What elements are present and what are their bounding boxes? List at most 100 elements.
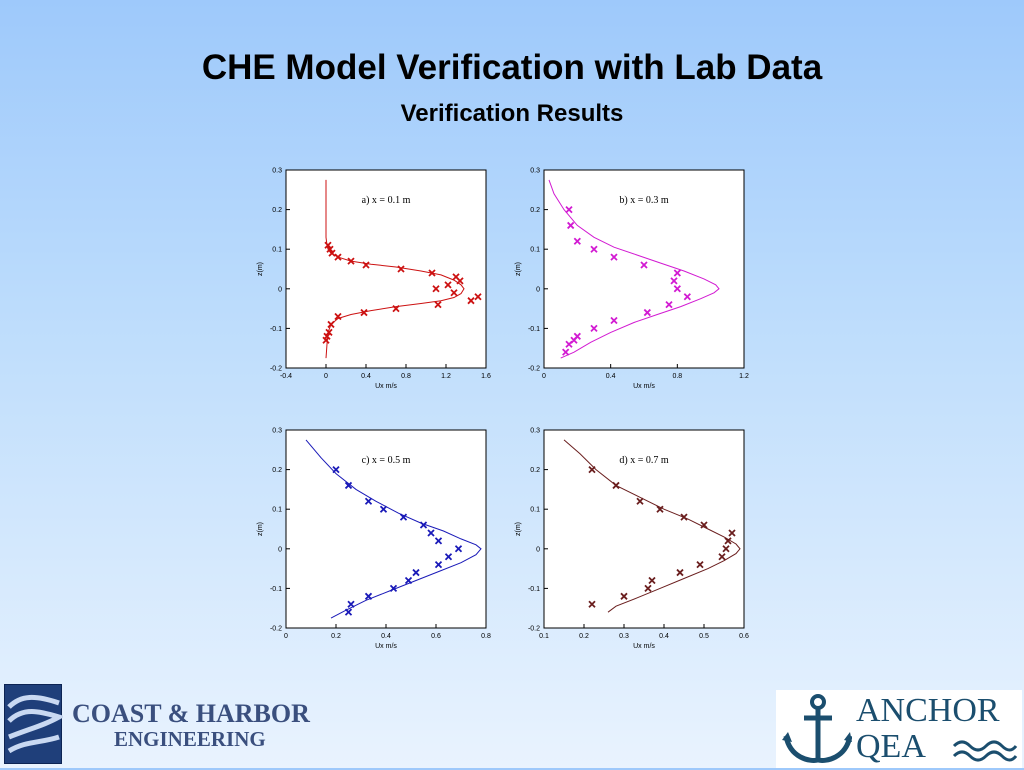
- data-point: [474, 293, 482, 301]
- data-point: [565, 205, 573, 214]
- data-point: [648, 576, 656, 585]
- data-point-stroke: [565, 340, 573, 348]
- data-point: [590, 245, 598, 253]
- data-point: [643, 308, 651, 317]
- data-point: [454, 545, 463, 553]
- data-point: [728, 529, 736, 537]
- data-point-stroke: [562, 348, 570, 356]
- x-tick-label: 0.2: [331, 633, 341, 640]
- data-point: [673, 269, 681, 277]
- data-point: [656, 505, 664, 513]
- data-point: [673, 285, 681, 293]
- data-point: [434, 301, 442, 309]
- x-tick-label: 0.6: [431, 633, 441, 640]
- chart-b: 0 0.4 0.8 1.2 -0.2 -0.1 0 0.1 0.2 0.3 Ux m/s z(m) b)…: [515, 168, 749, 391]
- data-point-stroke: [392, 304, 400, 313]
- y-tick-label: 0.2: [272, 207, 282, 214]
- data-point: [428, 269, 436, 277]
- x-tick-label: -0.4: [280, 373, 292, 380]
- data-point: [696, 561, 704, 569]
- data-point: [700, 521, 708, 529]
- data-point: [640, 261, 648, 269]
- logo-right-line2: QEA: [856, 728, 926, 765]
- data-point-stroke: [700, 521, 708, 529]
- panel-annotation: a) x = 0.1 m: [362, 195, 411, 206]
- data-point: [334, 312, 342, 321]
- data-point-stroke: [347, 257, 355, 265]
- data-point-stroke: [656, 505, 664, 513]
- data-point-stroke: [360, 308, 368, 317]
- data-point-stroke: [728, 529, 736, 537]
- data-point-stroke: [428, 269, 436, 277]
- data-point-stroke: [379, 505, 388, 513]
- data-point-stroke: [565, 205, 573, 214]
- data-point-stroke: [334, 312, 342, 321]
- data-point: [636, 497, 644, 505]
- y-tick-label: 0.1: [530, 507, 540, 514]
- y-tick-label: 0.1: [272, 247, 282, 254]
- logo-right-line1: ANCHOR: [856, 692, 1000, 729]
- data-point: [588, 600, 596, 608]
- data-point: [722, 545, 730, 553]
- coast-harbor-logo: COAST & HARBOR ENGINEERING: [4, 684, 326, 764]
- x-tick-label: 0.8: [672, 373, 682, 380]
- y-tick-label: 0: [278, 286, 282, 293]
- logo-left-line1: COAST & HARBOR: [72, 699, 310, 728]
- data-point: [399, 513, 408, 521]
- data-point-stroke: [325, 328, 333, 336]
- data-point-stroke: [347, 600, 355, 608]
- x-tick-label: 0: [542, 373, 546, 380]
- y-tick-label: 0.2: [530, 467, 540, 474]
- data-point: [322, 336, 330, 344]
- data-point-stroke: [427, 529, 435, 537]
- data-point-stroke: [665, 301, 673, 309]
- x-tick-label: 0.4: [606, 373, 616, 380]
- data-point-stroke: [389, 584, 398, 593]
- data-point: [432, 285, 440, 293]
- y-tick-label: -0.1: [270, 326, 282, 333]
- x-tick-label: 0.8: [481, 633, 491, 640]
- data-point: [404, 576, 413, 585]
- data-point: [328, 249, 336, 257]
- data-point: [360, 308, 368, 317]
- data-point: [676, 568, 684, 577]
- data-point-stroke: [456, 277, 464, 285]
- y-tick-label: 0.1: [272, 507, 282, 514]
- x-axis-label: Ux m/s: [633, 383, 655, 390]
- data-point: [434, 537, 443, 545]
- data-point-stroke: [362, 261, 370, 269]
- x-tick-label: 0: [324, 373, 328, 380]
- data-point: [565, 340, 573, 348]
- data-point-stroke: [724, 537, 732, 545]
- waves-icon: [952, 740, 1018, 762]
- data-point: [347, 600, 355, 608]
- y-tick-label: 0.3: [530, 168, 540, 175]
- data-point: [434, 561, 443, 569]
- x-tick-label: 0.6: [739, 633, 749, 640]
- y-tick-label: 0.1: [530, 247, 540, 254]
- data-point: [610, 253, 618, 261]
- x-axis-label: Ux m/s: [375, 643, 397, 650]
- panel-annotation: b) x = 0.3 m: [619, 195, 668, 206]
- data-point-stroke: [399, 513, 408, 521]
- data-point-stroke: [434, 561, 443, 569]
- data-point: [326, 245, 334, 253]
- y-tick-label: -0.2: [528, 366, 540, 373]
- data-point-stroke: [404, 576, 413, 585]
- waves-icon: [4, 684, 66, 764]
- data-point-stroke: [444, 281, 452, 289]
- data-point-stroke: [588, 465, 596, 474]
- chart-c: 0 0.2 0.4 0.6 0.8 -0.2 -0.1 0 0.1 0.2 0.3 Ux m/s z(m…: [257, 428, 491, 651]
- data-point-stroke: [588, 600, 596, 608]
- data-point: [680, 513, 688, 521]
- data-point-stroke: [444, 553, 453, 561]
- data-point-stroke: [718, 553, 726, 561]
- data-point: [573, 237, 581, 245]
- x-tick-label: 0.1: [539, 633, 549, 640]
- data-point: [344, 481, 353, 490]
- data-point-stroke: [590, 324, 598, 333]
- data-point-stroke: [419, 521, 428, 529]
- data-point: [683, 293, 691, 301]
- x-axis-label: Ux m/s: [375, 383, 397, 390]
- y-tick-label: 0: [278, 546, 282, 553]
